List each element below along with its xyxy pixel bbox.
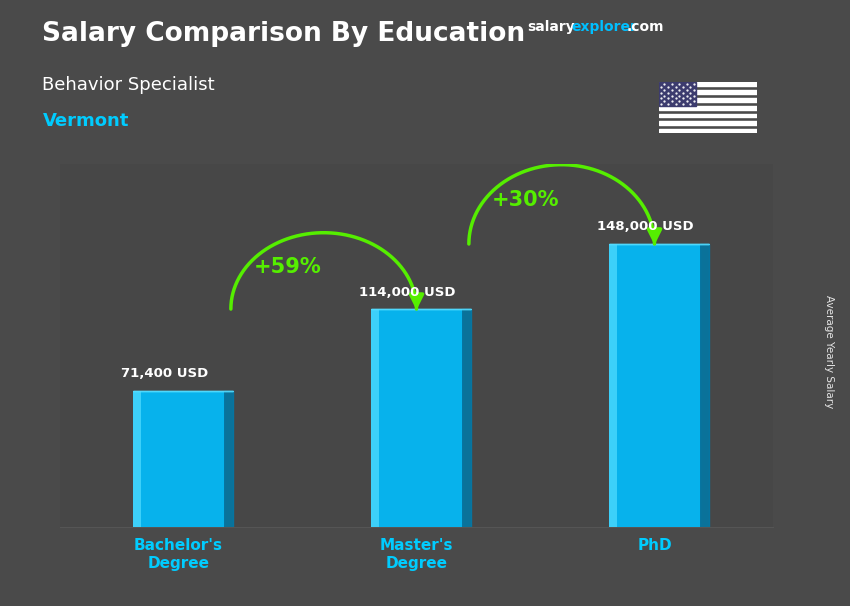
Text: .com: .com (626, 20, 664, 34)
Bar (659, 82, 696, 105)
Text: 71,400 USD: 71,400 USD (122, 367, 208, 380)
Bar (133, 391, 224, 527)
Bar (133, 391, 140, 527)
Bar (659, 98, 756, 102)
Text: Behavior Specialist: Behavior Specialist (42, 76, 215, 94)
Text: 148,000 USD: 148,000 USD (598, 221, 694, 233)
Bar (659, 90, 756, 94)
Text: +59%: +59% (254, 257, 322, 277)
Bar (371, 309, 462, 527)
Text: Salary Comparison By Education: Salary Comparison By Education (42, 21, 525, 47)
Text: Average Yearly Salary: Average Yearly Salary (824, 295, 834, 408)
Text: Vermont: Vermont (42, 112, 129, 130)
Polygon shape (700, 244, 709, 527)
Polygon shape (224, 391, 233, 527)
Text: +30%: +30% (492, 190, 560, 210)
Bar (659, 105, 756, 110)
Bar (609, 244, 616, 527)
Bar (659, 113, 756, 118)
Text: 114,000 USD: 114,000 USD (360, 285, 456, 299)
Bar (659, 82, 756, 86)
Bar (609, 244, 700, 527)
Bar (659, 129, 756, 133)
Polygon shape (462, 309, 471, 527)
Bar (371, 309, 378, 527)
Text: explorer: explorer (571, 20, 638, 34)
Text: salary: salary (527, 20, 575, 34)
Bar (659, 121, 756, 125)
